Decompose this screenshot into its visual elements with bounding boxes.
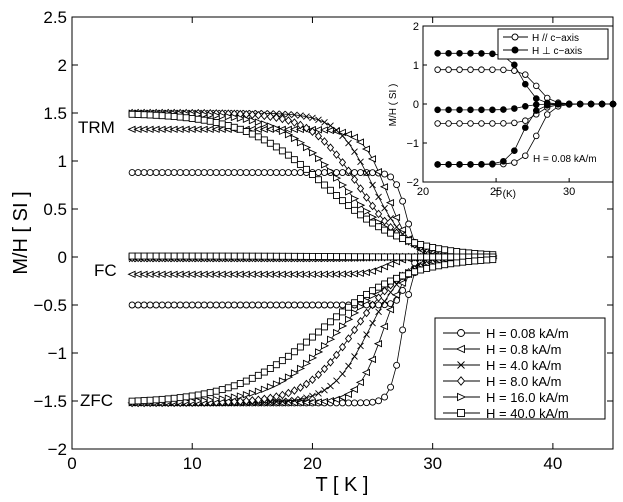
x-tick-label: 30 — [423, 454, 442, 473]
inset-y-tick-label: 1 — [413, 60, 419, 72]
legend-label: H = 4.0 kA/m — [486, 358, 562, 373]
inset-series-filled-circle — [434, 50, 617, 168]
inset-y-tick-label: 2 — [413, 21, 419, 33]
inset-legend: H // c−axis H ⊥ c−axis — [497, 28, 609, 60]
x-tick-label: 0 — [67, 454, 76, 473]
inset-chart: 20 25 30 −2 −1 0 1 2 T (K) M/H ( SI ) H = 0.08 … — [388, 21, 617, 200]
series-square — [128, 110, 497, 405]
legend-label: H = 0.8 kA/m — [486, 342, 562, 357]
zfc-annotation: ZFC — [80, 391, 113, 410]
y-tick-label: −1 — [48, 344, 67, 363]
y-tick-label: −0.5 — [33, 296, 67, 315]
curve-trm — [132, 172, 493, 258]
inset-note: H = 0.08 kA/m — [533, 154, 597, 165]
y-tick-label: 0.5 — [43, 200, 67, 219]
main-axes-frame — [71, 16, 614, 450]
y-axis-label: M/H [ SI ] — [10, 191, 32, 274]
inset-y-label: M/H ( SI ) — [388, 84, 399, 127]
y-tick-label: 2 — [58, 56, 67, 75]
inset-x-tick-label: 20 — [417, 186, 429, 198]
y-tick-label: −1.5 — [33, 392, 67, 411]
legend-label: H = 8.0 kA/m — [486, 374, 562, 389]
main-series — [127, 108, 498, 408]
fc-annotation: FC — [94, 261, 117, 280]
inset-y-tick-label: −2 — [406, 177, 419, 189]
y-tick-label: 2.5 — [43, 8, 67, 27]
legend-label: H = 0.08 kA/m — [486, 326, 569, 341]
inset-legend-label: H // c−axis — [532, 33, 579, 44]
x-axis-label: T [ K ] — [316, 474, 369, 496]
y-tick-label: 1.5 — [43, 104, 67, 123]
legend-label: H = 40.0 kA/m — [486, 406, 569, 421]
main-legend: H = 0.08 kA/mH = 0.8 kA/mH = 4.0 kA/mH =… — [434, 317, 606, 421]
trm-annotation: TRM — [78, 118, 115, 137]
x-tick-label: 40 — [543, 454, 562, 473]
inset-x-label: T (K) — [494, 189, 516, 200]
inset-y-tick-label: −1 — [406, 138, 419, 150]
inset-y-tick-label: 0 — [413, 99, 419, 111]
inset-legend-label: H ⊥ c−axis — [532, 46, 582, 57]
x-tick-label: 10 — [183, 454, 202, 473]
inset-x-tick-label: 25 — [490, 186, 502, 198]
x-tick-label: 20 — [303, 454, 322, 473]
y-tick-label: −2 — [48, 440, 67, 459]
main-ticks: 0 10 20 30 40−2−1.5−1−0.500.511.522.5 — [33, 8, 613, 473]
y-tick-label: 0 — [58, 248, 67, 267]
y-tick-label: 1 — [58, 152, 67, 171]
inset-x-tick-label: 30 — [563, 186, 575, 198]
legend-label: H = 16.0 kA/m — [486, 390, 569, 405]
